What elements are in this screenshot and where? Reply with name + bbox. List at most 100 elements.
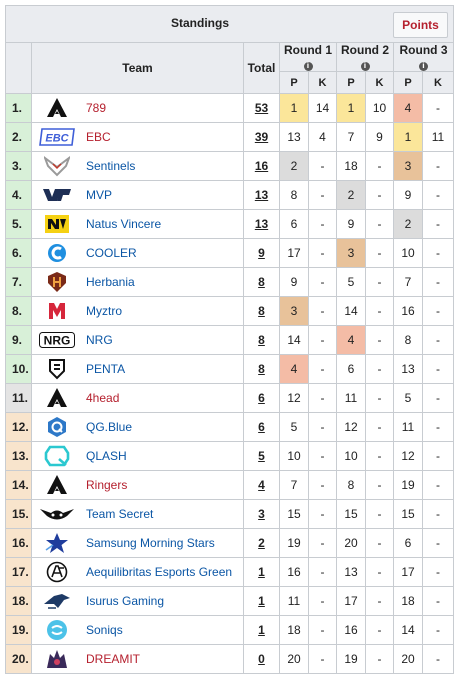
team-name-link[interactable]: QLASH xyxy=(86,449,127,463)
total-points[interactable]: 39 xyxy=(243,122,280,152)
total-points[interactable]: 8 xyxy=(243,354,280,384)
team-name-link[interactable]: DREAMIT xyxy=(86,652,140,666)
soniqs-icon[interactable] xyxy=(39,618,75,642)
r3-kills: - xyxy=(421,586,455,616)
r1-placement: 1 xyxy=(279,93,309,123)
r2-kills: - xyxy=(365,499,394,529)
r2-placement: 5 xyxy=(336,267,366,297)
r1-placement: 10 xyxy=(279,441,309,471)
apex-icon[interactable] xyxy=(39,386,75,410)
penta-icon[interactable] xyxy=(39,357,75,381)
r3-placement: 20 xyxy=(393,644,423,674)
total-points[interactable]: 5 xyxy=(243,441,280,471)
table-row: 2. EBC EBC 39 13 4 7 9 1 11 xyxy=(5,122,455,152)
team-name-link[interactable]: 4head xyxy=(86,391,120,405)
apex-icon[interactable] xyxy=(39,473,75,497)
total-points[interactable]: 8 xyxy=(243,267,280,297)
team-name-link[interactable]: Ringers xyxy=(86,478,128,492)
team-name-link[interactable]: Aequilibritas Esports Green xyxy=(86,565,233,579)
qg-icon[interactable] xyxy=(39,415,75,439)
team-name-link[interactable]: 789 xyxy=(86,101,107,115)
navi-icon[interactable] xyxy=(39,212,75,236)
team-name-link[interactable]: Soniqs xyxy=(86,623,123,637)
info-icon[interactable]: i xyxy=(303,62,313,71)
total-points[interactable]: 13 xyxy=(243,180,280,210)
round-1-header: Round 1 i xyxy=(279,42,337,72)
team-name-link[interactable]: Team Secret xyxy=(86,507,154,521)
r3-kills: - xyxy=(421,557,455,587)
r2-kills: - xyxy=(365,557,394,587)
myztro-icon[interactable] xyxy=(39,299,75,323)
r2-placement: 18 xyxy=(336,151,366,181)
total-points[interactable]: 3 xyxy=(243,499,280,529)
team-name-link[interactable]: Sentinels xyxy=(86,159,136,173)
r1-kills: - xyxy=(308,412,337,442)
table-row: 6. COOLER 9 17-3-10- xyxy=(5,238,455,268)
team-name-link[interactable]: NRG xyxy=(86,333,113,347)
total-points[interactable]: 9 xyxy=(243,238,280,268)
r1-kills: - xyxy=(308,209,337,239)
info-icon[interactable]: i xyxy=(419,62,428,71)
team-name-link[interactable]: EBC xyxy=(86,130,111,144)
sentinels-icon[interactable] xyxy=(39,154,75,178)
team-name-link[interactable]: Myztro xyxy=(86,304,122,318)
secret-icon[interactable] xyxy=(39,502,75,526)
total-points[interactable]: 6 xyxy=(243,383,280,413)
team-name-link[interactable]: Herbania xyxy=(86,275,135,289)
table-row: 19. Soniqs 1 18-16-14- xyxy=(5,615,455,645)
team-name-link[interactable]: Isurus Gaming xyxy=(86,594,165,608)
total-points[interactable]: 53 xyxy=(243,93,280,123)
r2-kills: - xyxy=(365,470,394,500)
r1-placement: 20 xyxy=(279,644,309,674)
qlash-icon[interactable] xyxy=(39,444,75,468)
team-name-link[interactable]: Natus Vincere xyxy=(86,217,162,231)
isurus-icon[interactable] xyxy=(39,589,75,613)
standings-body: 1. 789 53 1 14 1 10 4-2. EBC EBC 39 13 4 7 9 1 11 3. Senti… xyxy=(5,93,455,674)
total-points[interactable]: 8 xyxy=(243,296,280,326)
team-cell: QG.Blue xyxy=(31,412,244,442)
samsung-stars-icon[interactable] xyxy=(39,531,75,555)
r3-placement: 12 xyxy=(393,441,423,471)
apex-icon[interactable] xyxy=(39,96,75,120)
r2-kills: - xyxy=(365,325,394,355)
team-name-link[interactable]: PENTA xyxy=(86,362,126,376)
total-points[interactable]: 13 xyxy=(243,209,280,239)
total-points[interactable]: 1 xyxy=(243,586,280,616)
total-points[interactable]: 0 xyxy=(243,644,280,674)
ebc-icon[interactable]: EBC xyxy=(39,125,75,149)
info-icon[interactable]: i xyxy=(360,62,370,71)
points-button[interactable]: Points xyxy=(393,12,449,38)
nrg-icon[interactable]: NRG xyxy=(39,328,75,352)
r1-placement: 2 xyxy=(279,151,309,181)
total-points[interactable]: 8 xyxy=(243,325,280,355)
rank-cell: 9. xyxy=(5,325,32,355)
r3-placement: 6 xyxy=(393,528,423,558)
total-points[interactable]: 1 xyxy=(243,557,280,587)
total-points[interactable]: 6 xyxy=(243,412,280,442)
r2-kills: 10 xyxy=(365,93,394,123)
team-name-link[interactable]: COOLER xyxy=(86,246,137,260)
team-cell: MVP xyxy=(31,180,244,210)
r2-kills: - xyxy=(365,383,394,413)
cooler-icon[interactable] xyxy=(39,241,75,265)
team-name-link[interactable]: QG.Blue xyxy=(86,420,133,434)
r1-placement: 9 xyxy=(279,267,309,297)
rank-cell: 4. xyxy=(5,180,32,210)
total-points[interactable]: 4 xyxy=(243,470,280,500)
team-name-link[interactable]: Samsung Morning Stars xyxy=(86,536,215,550)
r3-placement: 14 xyxy=(393,615,423,645)
table-row: 10. PENTA 8 4-6-13- xyxy=(5,354,455,384)
total-points[interactable]: 16 xyxy=(243,151,280,181)
r2-placement: 3 xyxy=(336,238,366,268)
total-points[interactable]: 2 xyxy=(243,528,280,558)
total-points[interactable]: 1 xyxy=(243,615,280,645)
team-name-link[interactable]: MVP xyxy=(86,188,113,202)
team-cell: Sentinels xyxy=(31,151,244,181)
r1-kills: - xyxy=(308,354,337,384)
dreamit-icon[interactable] xyxy=(39,647,75,671)
herbania-icon[interactable] xyxy=(39,270,75,294)
mvp-icon[interactable] xyxy=(39,183,75,207)
standings-widget: Standings Points Team Total Round 1 i Ro… xyxy=(4,5,455,674)
r3-kills: - xyxy=(421,528,455,558)
aequilibritas-icon[interactable] xyxy=(39,560,75,584)
